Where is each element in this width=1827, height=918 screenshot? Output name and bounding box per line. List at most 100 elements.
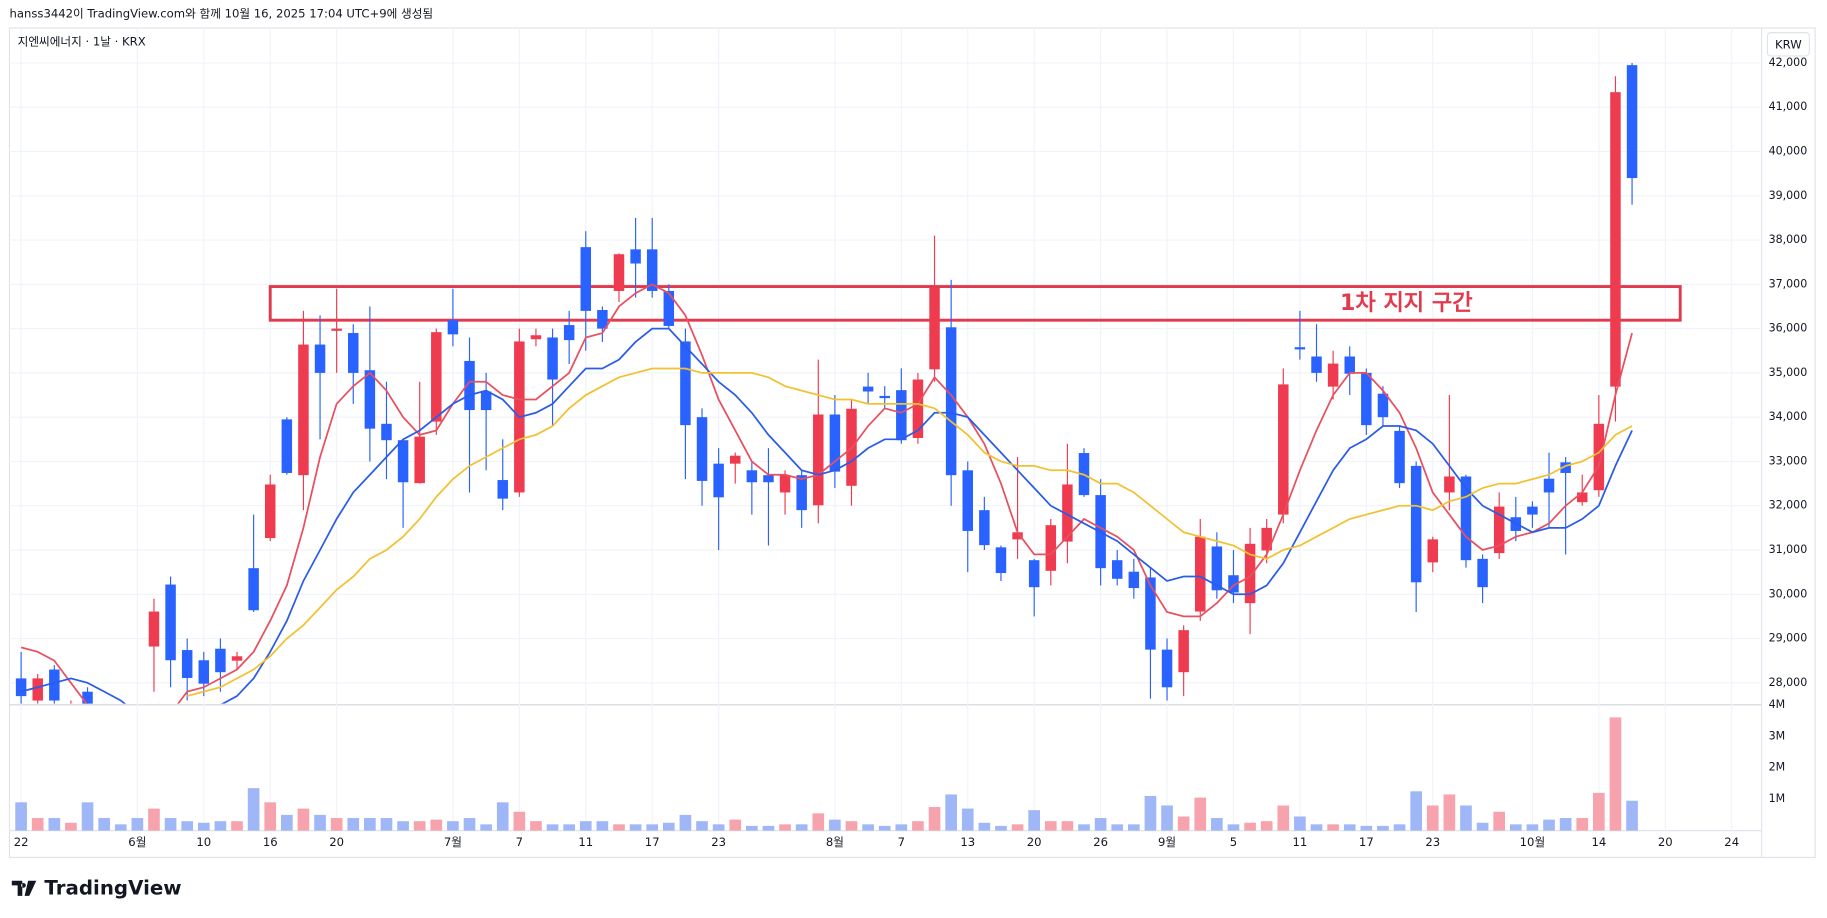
candle-body [813,414,824,506]
x-tick-label: 24 [1724,835,1739,849]
candle-body [116,718,126,727]
volume-bar [1576,818,1589,831]
candle-body [1278,384,1289,515]
volume-bar [1360,825,1373,831]
candle-body [1311,356,1322,373]
volume-bar [1078,824,1090,831]
volume-bar [264,802,277,831]
candle-body [796,475,807,511]
header-title: hanss3442이 TradingView.com와 함께 10월 16, 2… [9,6,433,20]
candle-body [248,568,259,611]
volume-bar [1294,816,1306,831]
candle-body [713,463,724,498]
volume-bar [1277,805,1290,831]
y-tick-label: 34,000 [1769,410,1808,423]
candle-body [1377,393,1389,418]
candle-body [630,249,641,264]
volume-bar [712,824,725,831]
candle-body [49,669,60,701]
volume-tick-label: 4M [1769,698,1786,711]
volume-bar [1593,792,1605,831]
candle-body [879,395,890,399]
candle-body [99,709,109,718]
candle-body [281,419,293,473]
volume-bar [1410,791,1422,831]
candle-body [15,678,27,697]
volume-bar [314,814,326,831]
volume-bar [1509,824,1522,831]
volume-bar [530,821,542,831]
x-tick-label: 20 [329,835,344,849]
volume-pane [15,717,1638,831]
volume-bar [1526,824,1539,831]
candle-body [1477,558,1488,588]
candle-body [613,254,625,291]
volume-bar [65,822,77,831]
candle-body [1211,546,1223,591]
volume-bar [779,824,791,831]
candle-body [1111,560,1123,579]
volume-bar [829,819,841,831]
volume-bar [430,819,443,831]
volume-bar [1609,717,1622,831]
x-tick-label: 9월 [1158,835,1176,849]
candle-body [497,480,508,499]
x-tick-label: 17 [1359,835,1374,849]
y-tick-label: 28,000 [1769,676,1808,689]
y-tick-label: 42,000 [1769,56,1808,69]
volume-bar [297,808,310,831]
volume-bar [729,819,742,831]
volume-bar [31,818,44,831]
candle-body [431,332,442,422]
volume-bar [546,824,559,831]
volume-bar [1061,821,1074,831]
volume-bar [214,821,227,831]
volume-bar [1144,796,1157,831]
volume-bar [1493,811,1506,831]
volume-bar [81,802,94,831]
moving-average-line [20,283,1633,704]
candle-body [364,370,376,429]
candle-body [1460,476,1472,561]
candle-body [264,484,276,539]
x-tick-label: 5 [1230,835,1237,849]
candle-body [1394,430,1405,484]
volume-bar [596,821,609,831]
volume-bar [281,814,293,831]
candle-body [962,470,973,531]
candle-body [1543,478,1555,493]
candle-body [1161,649,1173,688]
x-tick-label: 11 [1293,835,1308,849]
y-tick-label: 35,000 [1769,366,1808,379]
candle-body [66,705,76,714]
candle-body [447,320,459,335]
candle-body [464,360,475,411]
volume-tick-label: 1M [1769,792,1786,805]
x-tick-label: 23 [711,835,726,849]
volume-bar [646,824,659,831]
candle-body [1045,525,1057,571]
moving-average-line [20,327,1633,704]
volume-bar [1377,825,1389,831]
candle-body [1444,476,1455,493]
symbol-legend: 지엔씨에너지 · 1날 · KRX [18,34,146,48]
x-tick-label: 16 [263,835,278,849]
volume-bar [1244,822,1256,831]
candle-body [979,510,990,546]
y-tick-label: 38,000 [1769,233,1808,246]
volume-bar [1626,800,1638,831]
volume-bar [945,794,957,831]
volume-bar [895,824,908,831]
volume-bar [181,821,194,831]
volume-bar [563,824,575,831]
volume-bar [629,824,642,831]
volume-bar [114,824,127,831]
volume-bar [762,825,775,831]
volume-bar [330,818,343,831]
volume-bar [1094,818,1107,831]
volume-bar [513,811,526,831]
candle-body [696,417,708,481]
x-tick-label: 26 [1093,835,1108,849]
candle-body [32,678,43,701]
